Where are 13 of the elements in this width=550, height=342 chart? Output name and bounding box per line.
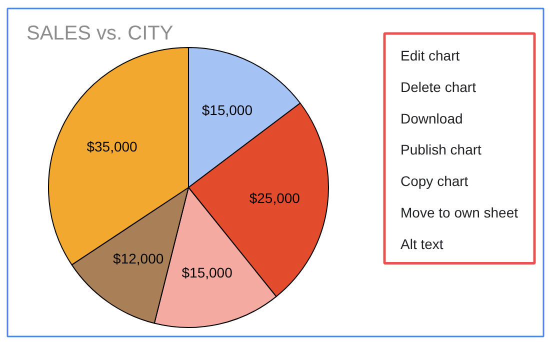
text: Alt text (400, 236, 444, 252)
data-label: $12,000 (113, 250, 164, 266)
data-label: $15,000 (202, 102, 253, 118)
text: Move to own sheet (400, 204, 518, 220)
data-label: $15,000 (182, 264, 233, 280)
text: Publish chart (400, 142, 482, 158)
text: Copy chart (400, 173, 468, 190)
data-label: $25,000 (249, 190, 300, 206)
chart-title: SALES vs. CITY (26, 22, 174, 44)
data-label: $35,000 (86, 138, 138, 154)
text: Edit chart (400, 48, 460, 64)
text: Download (400, 110, 463, 126)
text: Delete chart (400, 78, 476, 95)
